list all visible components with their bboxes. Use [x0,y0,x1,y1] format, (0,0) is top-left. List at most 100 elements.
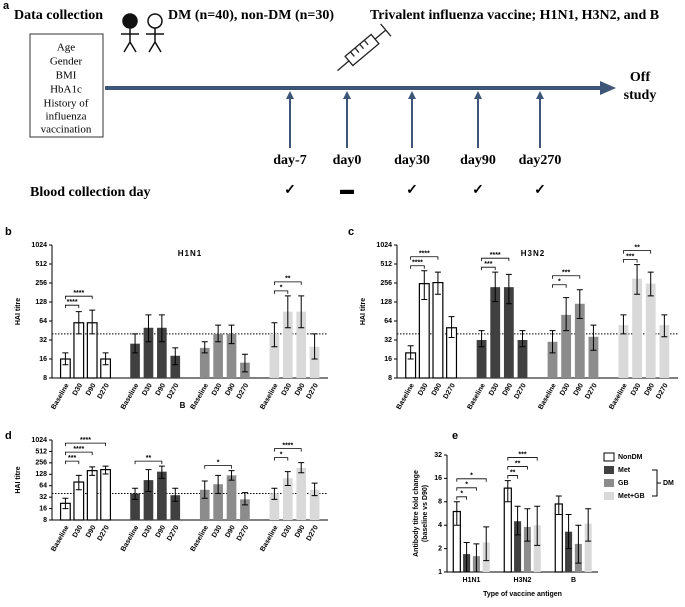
significance-label: **** [282,442,293,449]
error-bar [492,271,499,303]
error-bar [145,314,152,343]
y-tick-label: 8 [438,499,442,506]
x-tick-label: Baseline [190,524,211,553]
significance-bracket [456,478,487,482]
error-bar [647,271,654,297]
x-tick-label: D30 [72,382,85,397]
y-tick-label: 2 [438,545,442,552]
x-tick-label: D90 [155,524,168,539]
bar [517,340,528,378]
y-tick-label: 32 [39,494,47,501]
data-collection-title: Data collection [14,8,103,23]
significance-bracket [64,451,93,456]
error-bar [463,541,470,573]
x-tick-label: D90 [573,382,586,397]
variable: HbA1c [50,84,82,96]
bar [561,314,572,378]
x-tick-label: D270 [236,524,250,542]
x-tick-label: D30 [141,382,154,397]
significance-label: *** [518,451,526,458]
error-bar [311,333,318,360]
x-tick-label: Baseline [120,524,141,553]
x-tick-label: D90 [224,382,237,397]
x-tick-label: D30 [488,382,501,397]
variable: Gender [50,56,83,68]
collection-mark: ✓ [534,183,546,198]
error-bar [514,505,521,536]
error-bar [132,487,139,500]
end-label: Off [630,70,651,85]
x-tick-label: D270 [584,382,598,400]
bar [547,341,558,378]
significance-label: *** [68,455,76,462]
error-bar [215,474,222,494]
x-tick-label: D30 [211,524,224,539]
error-bar [421,270,428,301]
error-bar [241,492,248,506]
y-tick-label: 8 [388,375,392,382]
error-bar [549,330,556,354]
bar [618,325,629,378]
error-bar [284,471,291,486]
error-bar [563,297,570,332]
error-bar [89,309,96,335]
significance-label: *** [562,270,570,277]
error-bar [524,508,531,542]
y-axis-label: HAI titre [15,466,22,493]
bar [226,333,237,378]
x-tick-label: B [571,577,576,584]
significance-bracket [507,457,538,461]
bar [157,327,167,378]
error-bar [453,501,460,526]
significance-bracket [274,457,289,461]
y-tick-label: 256 [35,460,47,467]
day-label: day0 [333,153,362,168]
significance-label: **** [419,251,430,258]
panel-letter: c [348,226,354,238]
y-tick-label: 8 [43,517,47,524]
y-tick-label: 16 [384,356,392,363]
x-tick-label: D270 [96,382,110,400]
x-tick-label: D90 [224,524,237,539]
y-tick-label: 128 [35,471,47,478]
x-tick-label: Baseline [466,382,487,411]
bar [86,470,98,521]
significance-bracket [507,466,528,470]
bar [213,333,223,378]
error-bar [158,465,165,479]
error-bar [298,295,305,329]
legend-label: Met+GB [618,493,645,500]
x-tick-label: H1N1 [463,577,481,584]
bar [170,355,181,378]
variable-box [29,33,104,138]
error-bar [102,352,109,366]
significance-bracket [410,256,439,260]
bar [170,495,181,520]
error-bar [158,314,165,343]
collection-mark: ✓ [284,183,296,198]
x-tick-label: D30 [141,524,154,539]
error-bar [534,505,541,546]
significance-bracket [481,257,510,262]
x-tick-label: D30 [72,524,85,539]
y-tick-label: 8 [43,375,47,382]
legend-group-bracket [652,469,661,497]
x-tick-label: Baseline [190,382,211,411]
significance-label: * [558,279,561,286]
significance-label: *** [484,261,492,268]
bar [523,526,531,572]
bar [269,493,280,520]
error-bar [473,543,480,573]
bar [199,489,210,520]
significance-bracket [274,290,289,294]
error-bar [311,482,318,497]
legend-swatch [603,452,615,462]
panel-letter: d [5,430,12,442]
bar [659,325,670,378]
x-tick-label: Baseline [608,382,629,411]
x-tick-label: D90 [294,524,307,539]
significance-label: * [280,285,283,292]
day-arrow-head [343,91,351,99]
bar [226,475,237,520]
significance-bracket [507,475,518,479]
